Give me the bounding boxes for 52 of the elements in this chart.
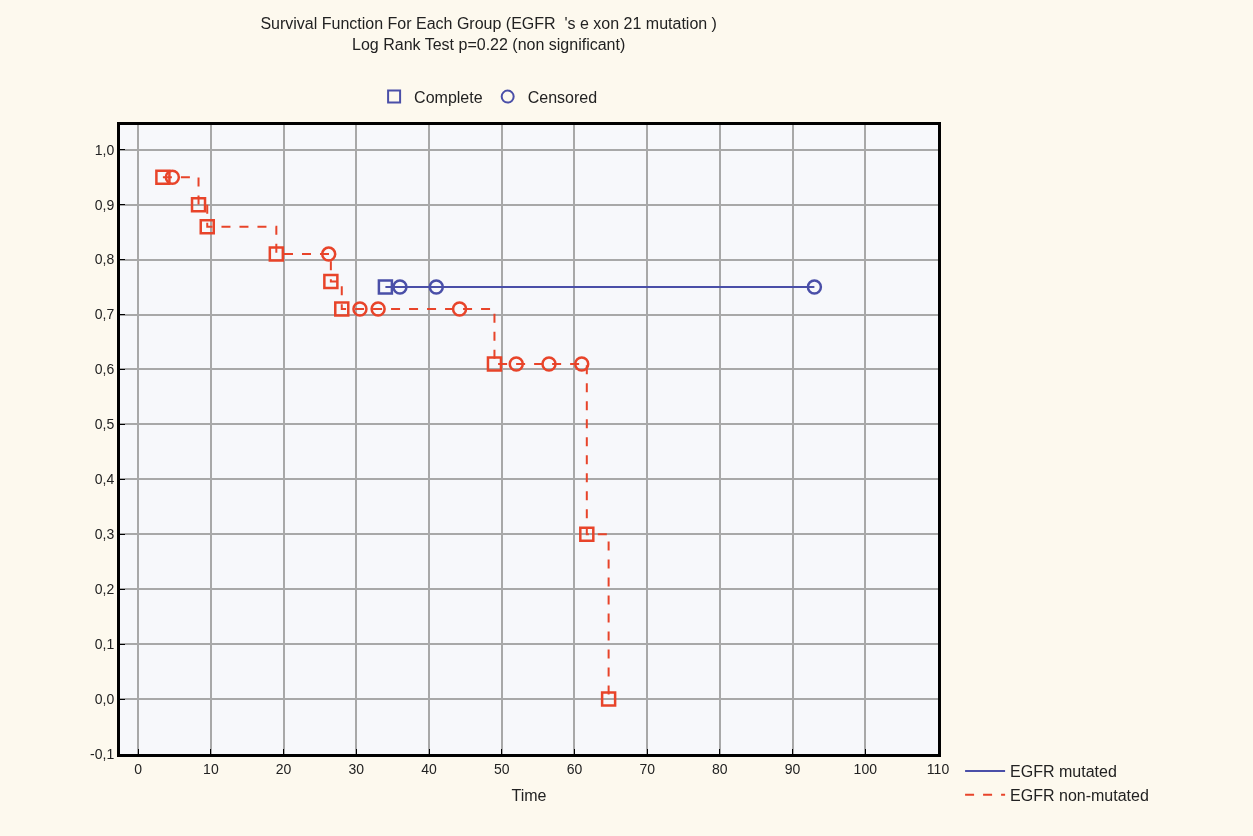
chart-subtitle: Log Rank Test p=0.22 (non significant) [352,36,626,54]
y-tick-label: 0,2 [94,581,115,598]
point [352,301,368,317]
chart-title: Survival Function For Each Group (EGFR 's e xon 21 mutation ) [260,15,717,33]
point [190,196,207,213]
x-tick-label: 0 [134,760,143,777]
point [155,169,171,185]
point [573,356,590,372]
x-tick-label: 60 [566,760,583,777]
x-tick-label: 10 [203,760,219,777]
x-tick-label: 80 [712,760,728,777]
point [370,301,386,317]
y-tick-label: 0,7 [94,306,115,323]
point [377,279,394,295]
x-tick-label: 20 [275,760,292,777]
y-tick-label: 0,5 [94,416,115,433]
point [268,246,285,262]
x-tick-label: 70 [639,760,656,777]
point [164,169,181,185]
y-tick-label: 0,4 [94,471,115,488]
y-tick-label: 0,3 [94,526,115,543]
point [508,356,525,372]
legend-label: EGFR non-mutated [1010,786,1149,804]
point [334,301,350,317]
x-tick-label: 100 [853,760,878,777]
legend-label: Complete [414,88,483,106]
point [486,356,503,372]
y-tick-label: 1,0 [94,141,115,158]
x-tick-label: 50 [493,760,510,777]
y-tick-label: 0,9 [94,196,115,213]
y-tick-label: 0,6 [94,361,115,378]
y-tick-label: 0,1 [94,636,115,653]
y-tick-label: 0,8 [94,251,115,268]
point [579,526,595,543]
point [600,691,617,707]
point [320,246,337,262]
point [541,356,557,372]
point [392,279,408,295]
point [199,218,215,235]
x-tick-label: 30 [348,760,365,777]
point [323,273,339,290]
legend-label: Censored [527,88,598,106]
point [428,279,445,295]
x-tick-label: 40 [421,760,438,777]
x-axis-title: Time [511,787,547,805]
y-tick-label: -0,1 [90,745,115,762]
point [451,301,468,317]
legend-label: EGFR mutated [1010,763,1117,781]
point [806,279,823,295]
x-tick-label: 90 [784,760,801,777]
x-tick-label: 110 [926,760,950,777]
y-tick-label: 0,0 [94,690,115,707]
